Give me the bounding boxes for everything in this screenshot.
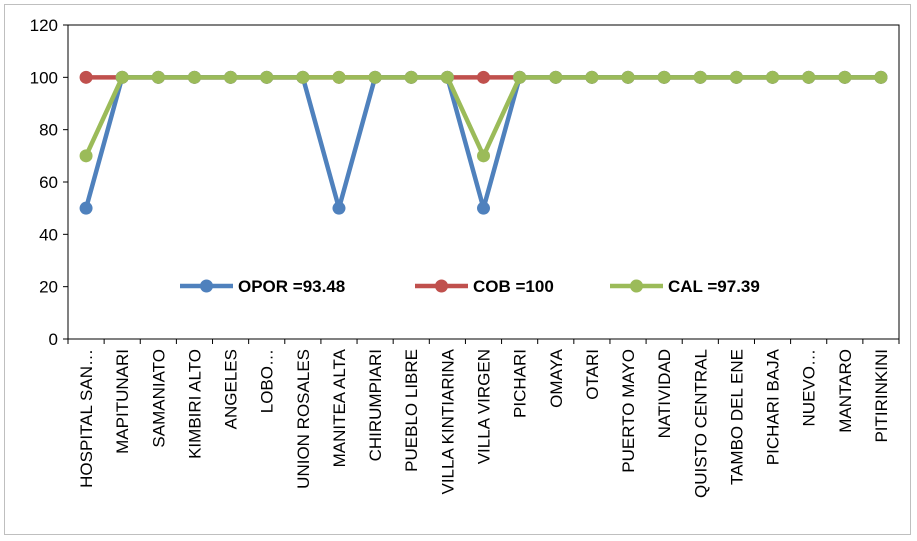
x-axis: HOSPITAL SAN… MAPITUNARI SAMANIATO KIMBIRI … — [67, 339, 900, 498]
series-line — [83, 75, 881, 211]
data-point — [260, 70, 274, 84]
data-point — [79, 201, 93, 215]
data-point — [874, 70, 888, 84]
data-point — [477, 70, 490, 84]
data-point — [187, 70, 201, 84]
legend-marker — [200, 279, 213, 293]
data-point — [693, 70, 707, 84]
data-point — [766, 70, 780, 84]
data-point — [332, 201, 346, 215]
legend-entry: CAL =97.39 — [610, 277, 760, 296]
x-tick-label: TAMBO DEL ENE — [727, 349, 746, 485]
x-tick-label: ANGELES — [222, 349, 241, 429]
x-tick-label: MAPITUNARI — [113, 349, 132, 454]
y-tick-label: 0 — [49, 330, 58, 349]
data-point — [477, 201, 490, 215]
x-tick-label: CHIRUMPIARI — [366, 349, 385, 461]
series-line — [84, 75, 881, 159]
y-axis: 0 20 40 60 80 100 120 — [30, 16, 68, 349]
y-tick-label: 80 — [39, 121, 58, 140]
y-tick-label: 60 — [39, 173, 58, 192]
x-tick-label: VILLA VIRGEN — [475, 349, 494, 464]
legend: OPOR =93.48 COB =100 CAL =97.39 — [180, 277, 760, 296]
x-tick-label: PUERTO MAYO — [619, 349, 638, 473]
x-tick-label: NUEVO… — [800, 349, 819, 426]
data-point — [440, 70, 454, 84]
data-point — [513, 70, 527, 84]
series-0 — [79, 70, 888, 215]
x-tick-label: PICHARI — [511, 349, 530, 418]
x-tick-label: QUISTO CENTRAL — [691, 349, 710, 498]
y-tick-label: 40 — [39, 225, 58, 244]
x-tick-label: OTARI — [583, 349, 602, 400]
legend-entry: OPOR =93.48 — [180, 277, 345, 296]
legend-entry: COB =100 — [415, 277, 554, 296]
legend-label: CAL =97.39 — [668, 277, 760, 296]
series-2 — [79, 70, 888, 163]
data-point — [729, 70, 743, 84]
legend-label: OPOR =93.48 — [238, 277, 345, 296]
data-point — [115, 70, 129, 84]
x-tick-label: MANITEA ALTA — [330, 348, 349, 467]
data-point — [151, 70, 165, 84]
data-point — [838, 70, 852, 84]
y-tick-label: 20 — [39, 278, 58, 297]
data-point — [657, 70, 671, 84]
series-layer — [79, 70, 888, 215]
legend-label: COB =100 — [473, 277, 554, 296]
chart-frame — [4, 4, 911, 535]
data-point — [224, 70, 238, 84]
data-point — [802, 70, 816, 84]
x-tick-label: OMAYA — [547, 348, 566, 408]
x-tick-label: PUEBLO LIBRE — [402, 349, 421, 472]
data-point — [79, 149, 93, 163]
y-tick-label: 120 — [30, 16, 58, 35]
x-tick-label: KIMBIRI ALTO — [185, 349, 204, 459]
data-point — [477, 149, 490, 163]
data-point — [549, 70, 563, 84]
data-point — [332, 70, 346, 84]
x-tick-label: UNION ROSALES — [294, 349, 313, 489]
x-tick-label: HOSPITAL SAN… — [77, 349, 96, 488]
data-point — [79, 70, 93, 84]
x-tick-label: VILLA KINTIARINA — [438, 348, 457, 494]
data-point — [621, 70, 635, 84]
data-point — [404, 70, 418, 84]
data-point — [368, 70, 382, 84]
x-tick-label: MANTARO — [836, 349, 855, 433]
y-tick-label: 100 — [30, 68, 58, 87]
legend-marker — [630, 279, 643, 293]
x-tick-label: PITIRINKINI — [872, 349, 891, 443]
legend-marker — [435, 279, 448, 293]
x-tick-label: NATIVIDAD — [655, 349, 674, 438]
x-tick-label: PICHARI BAJA — [764, 348, 783, 465]
data-point — [296, 70, 310, 84]
x-tick-label: LOBO… — [258, 349, 277, 413]
data-point — [585, 70, 599, 84]
x-tick-label: SAMANIATO — [149, 349, 168, 448]
